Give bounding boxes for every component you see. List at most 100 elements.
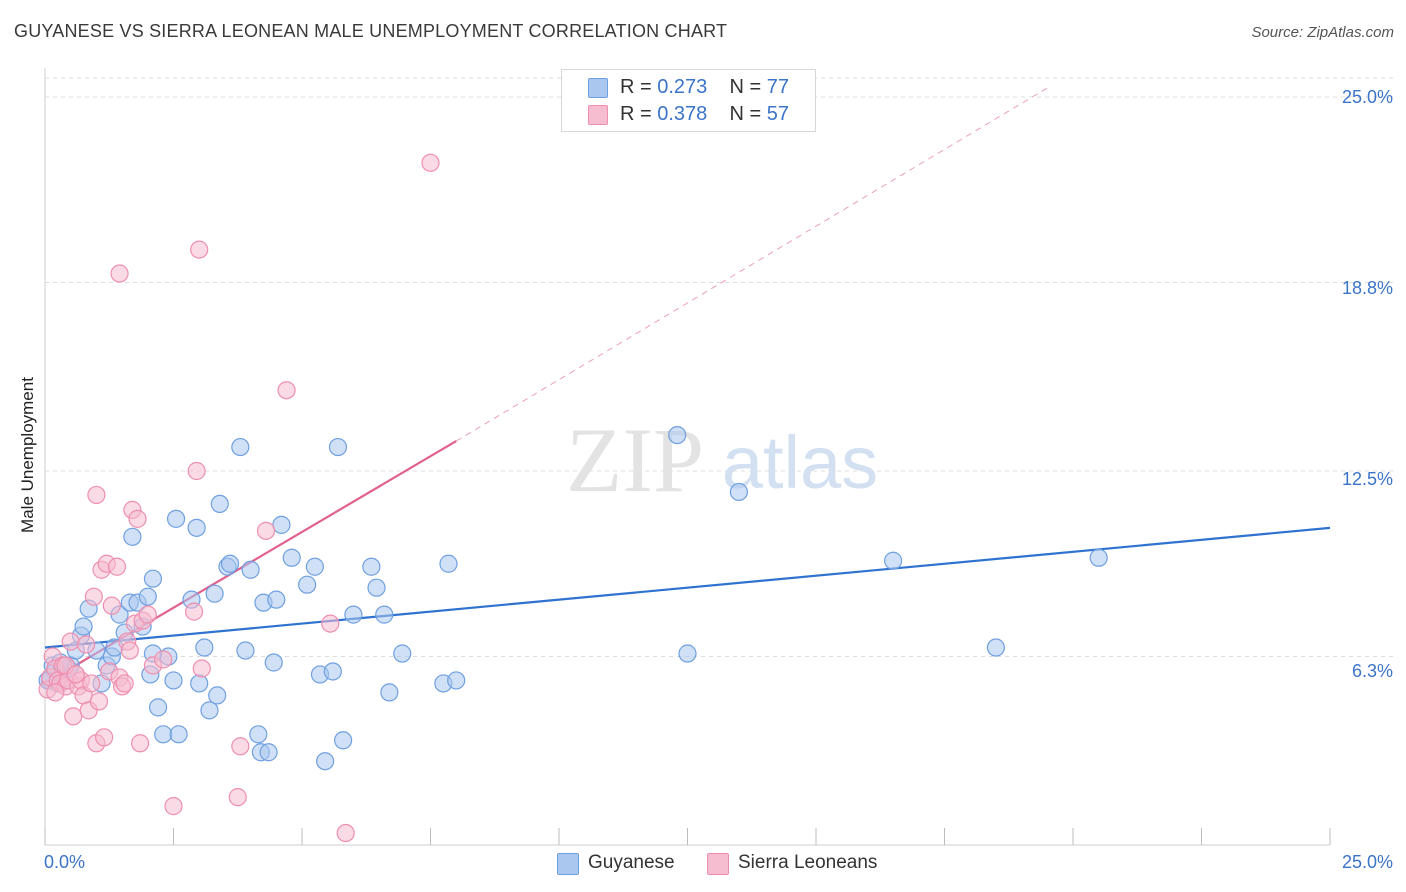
point-sierra-leoneans <box>184 602 204 621</box>
point-guyanese <box>305 557 324 576</box>
point-guyanese <box>282 548 301 567</box>
point-sierra-leoneans <box>77 635 96 654</box>
point-sierra-leoneans <box>228 788 247 807</box>
point-sierra-leoneans <box>130 734 150 753</box>
point-sierra-leoneans <box>190 240 209 259</box>
point-guyanese <box>323 662 342 681</box>
x-tick-label-min: 0.0% <box>44 852 86 872</box>
y-tick-label: 6.3% <box>1351 661 1393 681</box>
point-guyanese <box>205 584 224 603</box>
bottom-legend-swatch-sierra-leoneans <box>707 853 729 875</box>
point-sierra-leoneans <box>187 461 206 481</box>
point-guyanese <box>439 554 458 573</box>
point-sierra-leoneans <box>110 264 129 283</box>
point-guyanese <box>200 701 219 720</box>
point-guyanese <box>367 578 386 597</box>
point-sierra-leoneans <box>164 797 183 816</box>
y-tick-label: 12.5% <box>1341 469 1393 489</box>
point-sierra-leoneans <box>192 659 211 678</box>
point-guyanese <box>154 725 173 744</box>
point-sierra-leoneans <box>154 650 173 669</box>
bottom-legend-label-guyanese: Guyanese <box>588 852 675 873</box>
point-guyanese <box>195 638 214 657</box>
point-sierra-leoneans <box>66 665 85 684</box>
point-guyanese <box>231 437 250 457</box>
point-sierra-leoneans <box>256 521 276 540</box>
point-guyanese <box>164 671 183 690</box>
point-guyanese <box>1089 548 1108 567</box>
point-guyanese <box>298 575 317 594</box>
point-guyanese <box>375 605 394 624</box>
watermark-atlas: atlas <box>722 421 878 504</box>
data-points <box>38 153 1108 843</box>
point-guyanese <box>344 605 363 624</box>
point-guyanese <box>148 698 168 717</box>
point-guyanese <box>272 515 291 534</box>
point-guyanese <box>986 638 1006 657</box>
legend-r-label: R = <box>620 103 658 125</box>
bottom-legend-swatch-guyanese <box>557 853 579 875</box>
point-guyanese <box>316 752 335 771</box>
point-sierra-leoneans <box>321 614 340 633</box>
watermark-zip: ZIP <box>566 409 704 511</box>
point-sierra-leoneans <box>102 596 121 615</box>
axes <box>44 68 1331 846</box>
point-guyanese <box>380 683 399 702</box>
point-sierra-leoneans <box>82 674 101 693</box>
point-guyanese <box>729 482 749 502</box>
point-guyanese <box>393 644 412 663</box>
point-guyanese <box>362 557 381 576</box>
point-guyanese <box>187 518 206 537</box>
point-sierra-leoneans <box>64 707 83 726</box>
legend-n-label: N = <box>729 103 767 125</box>
watermark: ZIP atlas <box>566 409 878 511</box>
point-sierra-leoneans <box>277 381 296 400</box>
legend-n-value-guyanese: 77 <box>766 76 790 98</box>
point-sierra-leoneans <box>128 509 147 528</box>
trend-extension-sierra-leoneans <box>455 87 1048 442</box>
point-guyanese <box>123 527 142 546</box>
point-guyanese <box>220 554 240 573</box>
point-guyanese <box>143 569 163 588</box>
point-guyanese <box>883 551 903 570</box>
y-tick-label: 18.8% <box>1341 278 1393 298</box>
point-guyanese <box>447 671 466 690</box>
legend-swatch-sierra-leoneans <box>588 105 608 125</box>
point-guyanese <box>210 494 229 514</box>
point-guyanese <box>190 674 209 693</box>
point-guyanese <box>267 590 286 609</box>
legend-r-value-sierra-leoneans: 0.378 <box>657 103 708 125</box>
point-guyanese <box>678 644 697 663</box>
point-sierra-leoneans <box>421 153 440 172</box>
point-sierra-leoneans <box>46 683 65 702</box>
point-sierra-leoneans <box>120 641 139 660</box>
point-guyanese <box>236 641 255 660</box>
chart-title: GUYANESE VS SIERRA LEONEAN MALE UNEMPLOY… <box>14 21 728 41</box>
point-guyanese <box>241 560 260 579</box>
x-tick-label-max: 25.0% <box>1341 852 1393 872</box>
point-sierra-leoneans <box>115 674 134 693</box>
point-guyanese <box>166 509 186 528</box>
point-sierra-leoneans <box>336 823 355 843</box>
point-guyanese <box>74 617 93 636</box>
point-guyanese <box>138 587 157 606</box>
point-guyanese <box>668 425 687 445</box>
trend-lines <box>44 87 1331 685</box>
point-sierra-leoneans <box>89 692 109 711</box>
correlation-legend: R = 0.273 N = 77 R = 0.378 N = 57 <box>561 69 816 132</box>
point-guyanese <box>208 686 227 705</box>
point-guyanese <box>334 731 353 750</box>
source-label: Source: ZipAtlas.com <box>1251 24 1394 41</box>
point-guyanese <box>169 725 188 744</box>
point-guyanese <box>259 743 278 762</box>
bottom-legend-label-sierra-leoneans: Sierra Leoneans <box>738 852 878 873</box>
y-tick-label: 25.0% <box>1341 87 1393 107</box>
legend-swatch-guyanese <box>588 78 608 98</box>
legend-r-value-guyanese: 0.273 <box>657 76 708 98</box>
point-guyanese <box>264 653 283 672</box>
legend-n-value-sierra-leoneans: 57 <box>766 103 790 125</box>
point-sierra-leoneans <box>61 632 80 651</box>
trend-line-guyanese <box>44 526 1331 649</box>
point-sierra-leoneans <box>231 737 250 756</box>
